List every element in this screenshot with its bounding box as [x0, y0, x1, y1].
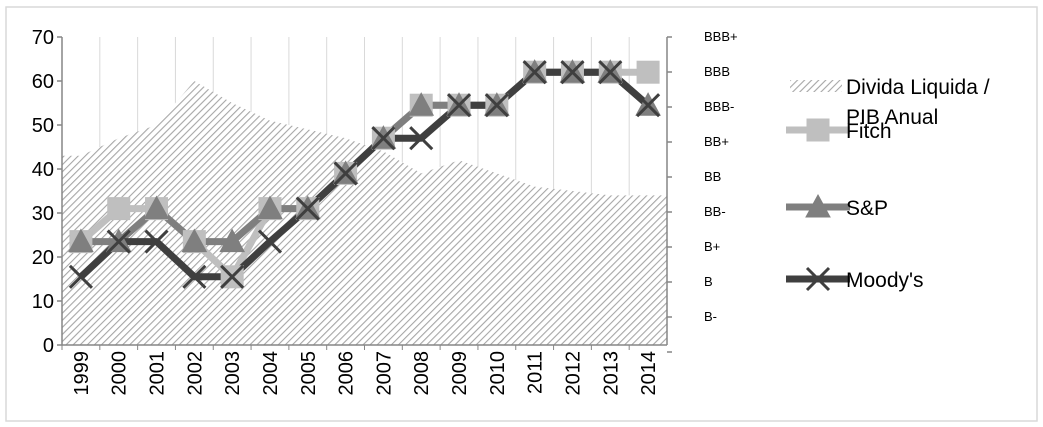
- marker-s-p: [257, 195, 283, 220]
- legend-item: Fitch: [786, 118, 892, 143]
- legend-item: S&P: [786, 193, 888, 220]
- marker-s-p: [219, 228, 245, 253]
- marker-moody-s-stroke: [409, 126, 434, 151]
- series-line-moody-s: [78, 68, 651, 281]
- x-tick-label: 2006: [336, 351, 358, 396]
- marker-moody-s: [106, 229, 131, 254]
- y-tick-label: 0: [43, 335, 54, 357]
- marker-moody-s-stroke: [636, 93, 661, 118]
- legend-label: Moody's: [846, 269, 924, 292]
- marker-moody-s: [446, 93, 472, 118]
- legend-marker-x-stroke: [805, 266, 831, 292]
- marker-moody-s: [484, 93, 509, 118]
- x-tick-label: 2013: [600, 351, 622, 396]
- marker-moody-s: [68, 264, 93, 289]
- rating-scale-label: BBB-: [704, 99, 734, 114]
- marker-moody-s-stroke: [560, 60, 585, 85]
- marker-moody-s-stroke: [295, 196, 320, 221]
- marker-moody-s: [598, 60, 623, 85]
- legend-label: S&P: [846, 197, 888, 220]
- x-tick-label: 2003: [222, 351, 244, 396]
- x-tick-label: 1999: [71, 351, 93, 396]
- marker-s-p: [181, 228, 208, 253]
- legend-label: Fitch: [846, 120, 892, 143]
- legend-swatch-hatch: [790, 80, 842, 92]
- x-tick-label: 2000: [109, 351, 131, 396]
- x-tick-label: 2012: [562, 351, 584, 396]
- rating-scale-label: BB+: [704, 134, 729, 149]
- y-tick-label: 20: [32, 247, 54, 269]
- marker-moody-s: [409, 126, 434, 151]
- rating-scale-label: B-: [704, 309, 717, 324]
- axes: [57, 36, 672, 353]
- x-tick-label: 2009: [449, 351, 471, 396]
- x-axis-tick-labels: 1999 2000 2001 2002 2003 2004 2005 2006 2007 2008…: [71, 351, 660, 396]
- marker-moody-s-stroke: [522, 60, 547, 85]
- marker-moody-s-stroke: [333, 161, 358, 186]
- marker-moody-s: [220, 264, 245, 289]
- lines-layer: [78, 68, 651, 281]
- marker-moody-s-stroke: [106, 229, 131, 254]
- legend-marker-triangle: [805, 193, 831, 218]
- x-tick-label: 2005: [298, 351, 320, 396]
- y-tick-label: 40: [32, 159, 54, 181]
- legend-marker-square: [806, 118, 830, 142]
- marker-moody-s: [295, 196, 320, 221]
- marker-fitch: [636, 60, 660, 84]
- marker-moody-s-stroke: [220, 264, 245, 289]
- legend-item: Divida Liquida / PIB Anual: [790, 76, 990, 129]
- x-tick-label: 2001: [147, 351, 169, 396]
- x-tick-label: 2007: [373, 351, 395, 396]
- marker-moody-s: [560, 60, 585, 85]
- marker-moody-s-stroke: [484, 93, 509, 118]
- y-tick-label: 10: [32, 291, 54, 313]
- marker-s-p: [408, 92, 435, 116]
- x-tick-label: 2010: [487, 351, 509, 396]
- outer-border: [5, 6, 1038, 422]
- x-tick-label: 2008: [411, 351, 433, 396]
- marker-moody-s: [182, 264, 207, 289]
- marker-moody-s: [257, 229, 283, 254]
- y-tick-label: 30: [32, 203, 54, 225]
- x-tick-label: 2002: [184, 351, 206, 396]
- legend-marker-x: [805, 266, 831, 292]
- marker-moody-s: [371, 126, 396, 151]
- y-tick-label: 50: [32, 115, 54, 137]
- marker-moody-s-stroke: [446, 93, 472, 118]
- marker-moody-s-stroke: [257, 229, 283, 254]
- x-tick-label: 2011: [525, 351, 547, 394]
- rating-scale-label: B+: [704, 239, 720, 254]
- legend-label: Divida Liquida /: [846, 76, 990, 99]
- marker-moody-s-stroke: [68, 264, 93, 289]
- marker-moody-s: [333, 161, 358, 186]
- rating-scale-label: BBB+: [704, 29, 738, 44]
- marker-moody-s-stroke: [144, 229, 169, 254]
- x-tick-label: 2014: [638, 351, 660, 396]
- marker-moody-s: [636, 93, 661, 118]
- rating-scale-label: B: [704, 274, 713, 289]
- y-tick-label: 60: [32, 71, 54, 93]
- y-tick-label: 70: [32, 27, 54, 49]
- rating-scale-label: BB-: [704, 204, 726, 219]
- legend-item: Moody's: [786, 266, 924, 292]
- marker-moody-s: [522, 60, 547, 85]
- marker-moody-s-stroke: [371, 126, 396, 151]
- x-tick-label: 2004: [260, 351, 282, 396]
- marker-moody-s-stroke: [598, 60, 623, 85]
- rating-scale-label: BB: [704, 169, 721, 184]
- marker-s-p: [143, 195, 170, 220]
- marker-fitch: [107, 197, 131, 221]
- y-axis-tick-labels: 0 10 20 30 40 50 60 70: [32, 27, 54, 357]
- marker-moody-s: [144, 229, 169, 254]
- marker-s-p: [68, 228, 94, 253]
- markers-layer: [68, 59, 661, 289]
- legend-label: PIB Anual: [846, 106, 938, 129]
- marker-moody-s-stroke: [182, 264, 207, 289]
- rating-scale-label: BBB: [704, 64, 730, 79]
